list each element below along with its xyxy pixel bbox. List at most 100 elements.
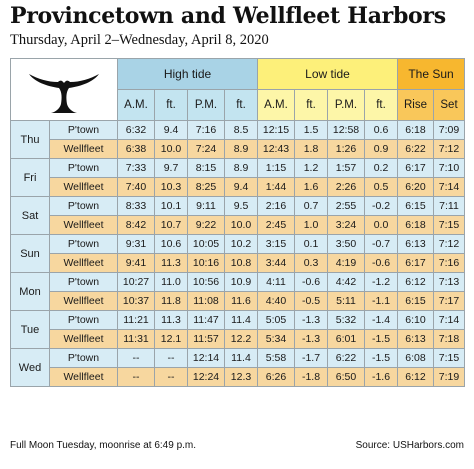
cell-low-am-ft: -1.3	[294, 329, 328, 349]
cell-high-pm: 10:56	[187, 272, 225, 292]
cell-high-am-ft: 11.3	[154, 310, 188, 330]
cell-low-am-ft: 1.5	[294, 120, 328, 140]
cell-low-am-ft: -1.7	[294, 348, 328, 368]
cell-low-am: 2:16	[257, 196, 295, 216]
cell-high-pm: 9:22	[187, 215, 225, 235]
location-label: P'town	[49, 196, 118, 216]
cell-low-pm: 4:42	[327, 272, 365, 292]
cell-high-am-ft: --	[154, 348, 188, 368]
cell-low-pm: 1:57	[327, 158, 365, 178]
cell-high-am-ft: 9.4	[154, 120, 188, 140]
location-label: P'town	[49, 310, 118, 330]
table-row: Tue P'town 11:21 11.3 11:47 11.4 5:05 -1.3 5:32-…	[10, 310, 466, 349]
tide-table: High tide Low tide The Sun A.M. ft. P.M. ft…	[10, 58, 466, 387]
col-header-sunset: Set	[433, 89, 466, 121]
cell-high-am-ft: 10.0	[154, 139, 188, 159]
cell-high-am-ft: 11.3	[154, 253, 188, 273]
cell-low-am-ft: -0.6	[294, 272, 328, 292]
cell-low-pm-ft: -0.6	[363, 253, 399, 273]
cell-low-am-ft: 0.7	[294, 196, 328, 216]
cell-high-am-ft: 10.7	[154, 215, 188, 235]
cell-sunset: 7:12	[433, 234, 466, 254]
cell-low-am: 5:58	[257, 348, 295, 368]
cell-high-pm-ft: 10.8	[224, 253, 258, 273]
cell-sunrise: 6:18	[397, 120, 435, 140]
day-label: Mon	[10, 272, 50, 311]
table-row: Sat P'town 8:33 10.1 9:11 9.5 2:16 0.7 2:55 -0.2 6…	[10, 196, 466, 235]
table-row: Wellfleet 10:37 11.8 11:08 11.6 4:40 -0.5 5:11-…	[11, 291, 466, 311]
cell-low-am: 6:26	[257, 367, 295, 387]
cell-high-am: --	[117, 367, 155, 387]
day-label: Sun	[10, 234, 50, 273]
table-row: Wellfleet 7:40 10.3 8:25 9.4 1:44 1.6 2:26 0.5 6:…	[11, 177, 466, 197]
cell-low-pm: 6:22	[327, 348, 365, 368]
cell-low-pm: 2:55	[327, 196, 365, 216]
day-label: Thu	[10, 120, 50, 159]
cell-high-am: 9:41	[117, 253, 155, 273]
col-header-low-am-ft: ft.	[294, 89, 328, 121]
cell-sunrise: 6:22	[397, 139, 435, 159]
cell-low-am-ft: 1.2	[294, 158, 328, 178]
cell-high-pm: 12:14	[187, 348, 225, 368]
cell-high-am: 6:38	[117, 139, 155, 159]
cell-high-am-ft: 9.7	[154, 158, 188, 178]
cell-high-pm: 12:24	[187, 367, 225, 387]
location-label: Wellfleet	[49, 291, 118, 311]
cell-low-am: 4:11	[257, 272, 295, 292]
cell-high-pm-ft: 8.5	[224, 120, 258, 140]
cell-sunrise: 6:17	[397, 158, 435, 178]
col-header-low-pm: P.M.	[327, 89, 365, 121]
cell-low-pm: 4:19	[327, 253, 365, 273]
cell-sunrise: 6:12	[397, 367, 435, 387]
cell-sunrise: 6:20	[397, 177, 435, 197]
cell-low-pm-ft: -0.2	[363, 196, 399, 216]
cell-low-am-ft: 0.1	[294, 234, 328, 254]
cell-low-pm: 5:32	[327, 310, 365, 330]
cell-sunset: 7:11	[433, 196, 466, 216]
location-label: P'town	[49, 234, 118, 254]
cell-low-pm-ft: -0.7	[363, 234, 399, 254]
cell-high-pm-ft: 8.9	[224, 139, 258, 159]
cell-high-am-ft: 12.1	[154, 329, 188, 349]
cell-sunrise: 6:15	[397, 291, 435, 311]
day-label: Fri	[10, 158, 50, 197]
cell-high-pm: 7:24	[187, 139, 225, 159]
cell-low-pm: 5:11	[327, 291, 365, 311]
cell-sunrise: 6:12	[397, 272, 435, 292]
whale-tail-icon	[29, 73, 99, 113]
cell-high-pm-ft: 12.2	[224, 329, 258, 349]
table-row: Wellfleet 9:41 11.3 10:16 10.8 3:44 0.3 4:19 -0.…	[11, 253, 466, 273]
cell-low-am-ft: 0.3	[294, 253, 328, 273]
cell-sunset: 7:10	[433, 158, 466, 178]
col-header-high-am: A.M.	[117, 89, 155, 121]
cell-high-pm: 8:15	[187, 158, 225, 178]
cell-high-am-ft: 10.3	[154, 177, 188, 197]
cell-low-am: 1:15	[257, 158, 295, 178]
col-header-low-am: A.M.	[257, 89, 295, 121]
col-header-sunrise: Rise	[397, 89, 435, 121]
cell-low-pm-ft: 0.9	[363, 139, 399, 159]
cell-high-pm: 9:11	[187, 196, 225, 216]
cell-low-am-ft: 1.0	[294, 215, 328, 235]
cell-high-pm: 11:08	[187, 291, 225, 311]
location-label: Wellfleet	[49, 177, 118, 197]
low-tide-header: Low tide	[256, 58, 399, 90]
cell-low-am: 1:44	[257, 177, 295, 197]
col-header-low-pm-ft: ft.	[363, 89, 399, 121]
cell-low-pm: 3:50	[327, 234, 365, 254]
cell-low-am: 12:43	[257, 139, 295, 159]
cell-sunset: 7:13	[433, 272, 466, 292]
cell-high-am: 9:31	[117, 234, 155, 254]
location-label: Wellfleet	[49, 215, 118, 235]
cell-high-am: 7:33	[117, 158, 155, 178]
cell-high-pm-ft: 10.0	[224, 215, 258, 235]
cell-low-pm-ft: -1.5	[363, 348, 399, 368]
table-row: Fri P'town 7:33 9.7 8:15 8.9 1:15 1.2 1:57 0.2 6:1…	[10, 158, 466, 197]
cell-sunset: 7:15	[433, 215, 466, 235]
table-row: Sun P'town 9:31 10.6 10:05 10.2 3:15 0.1 3:50 -0.…	[10, 234, 466, 273]
location-label: Wellfleet	[49, 367, 118, 387]
cell-low-pm: 2:26	[327, 177, 365, 197]
table-row: Thu P'town 6:32 9.4 7:16 8.5 12:15 1.5 12:58 0.6 6…	[10, 120, 466, 159]
day-label: Wed	[10, 348, 50, 387]
cell-low-pm-ft: -1.5	[363, 329, 399, 349]
